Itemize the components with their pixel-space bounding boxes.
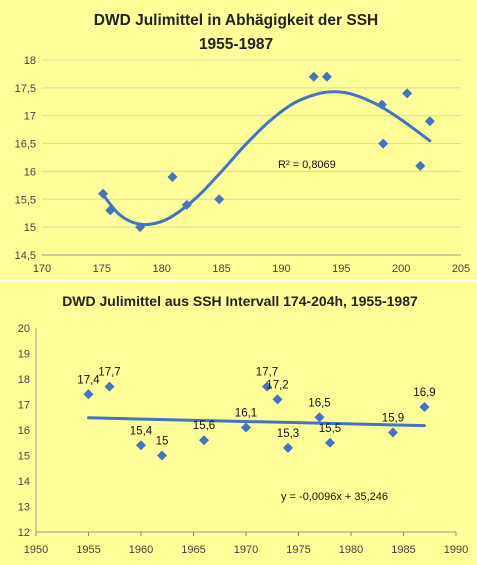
x-tick-label: 170 [33,263,51,275]
data-point [98,188,109,199]
x-tick-label: 1975 [286,544,310,556]
y-tick-label: 17 [18,400,30,412]
data-label: 16,1 [235,407,257,419]
y-tick-label: 15 [24,222,36,234]
chart-panel-ssh-dependency: DWD Julimittel in Abhägigkeit der SSH 19… [0,0,477,279]
y-tick-label: 17 [24,111,36,123]
data-point [105,205,116,216]
y-tick-label: 15,5 [15,194,36,206]
data-point [214,194,225,205]
data-point [415,160,426,171]
x-tick-label: 1990 [444,544,468,556]
y-tick-label: 12 [18,527,30,539]
data-point [314,412,325,423]
data-label: 15,6 [193,420,215,432]
chart-title: DWD Julimittel aus SSH Intervall 174-204… [62,293,418,309]
x-tick-label: 1965 [181,544,205,556]
data-label: 16,9 [413,387,435,399]
data-point [157,450,167,461]
data-label: 17,7 [98,367,120,379]
trendline [87,416,426,428]
data-label: 17,4 [77,374,100,386]
x-tick-label: 1970 [234,544,258,556]
y-tick-label: 18 [18,374,30,386]
data-point [378,138,389,149]
chart-subtitle: 1955-1987 [199,36,273,53]
y-tick-label: 14,5 [15,250,36,262]
x-tick-label: 1950 [24,544,48,556]
x-tick-label: 1960 [129,544,153,556]
x-tick-label: 200 [392,263,410,275]
data-label: 15,3 [277,428,299,440]
y-tick-label: 19 [18,349,30,361]
trendline-equation: y = -0,0096x + 35,246 [281,491,388,503]
y-tick-label: 17,5 [15,83,36,95]
r-squared-annotation: R² = 0,8069 [278,159,336,171]
trendline [101,90,432,227]
x-tick-label: 175 [93,263,111,275]
data-point [135,222,146,233]
y-tick-label: 18 [24,55,36,67]
data-point [419,402,430,413]
data-label: 15,5 [319,423,341,435]
data-label: 15,9 [382,413,404,425]
data-label: 16,5 [308,397,330,409]
x-tick-label: 190 [272,263,290,275]
data-point [388,427,398,438]
data-point [321,71,332,82]
x-tick-label: 195 [332,263,350,275]
y-tick-label: 20 [18,323,30,335]
data-point [262,381,272,392]
y-tick-label: 15 [18,451,30,463]
data-label: 15 [156,436,169,448]
chart-title: DWD Julimittel in Abhägigkeit der SSH [94,12,378,29]
data-point [283,442,293,453]
y-tick-label: 16 [24,166,36,178]
x-tick-label: 205 [452,263,470,275]
data-point [402,88,413,99]
y-tick-label: 13 [18,502,30,514]
x-tick-label: 1980 [339,544,363,556]
data-point [325,437,335,448]
x-tick-label: 185 [212,263,230,275]
chart-ssh-dependency: DWD Julimittel in Abhägigkeit der SSH 19… [15,12,471,275]
x-tick-label: 180 [153,263,171,275]
chart-panel-interval: DWD Julimittel aus SSH Intervall 174-204… [0,282,477,565]
data-label: 17,7 [256,367,278,379]
data-point [272,394,283,405]
data-point [167,172,178,182]
y-tick-label: 14 [18,476,30,488]
chart-interval-1955-1987: DWD Julimittel aus SSH Intervall 174-204… [18,293,468,556]
data-point [424,116,435,127]
data-point [181,199,192,210]
data-point [376,99,387,110]
data-label: 17,2 [266,379,288,391]
data-point [104,381,115,392]
data-point [136,440,146,451]
x-tick-label: 1985 [391,544,415,556]
data-point [308,71,319,82]
y-tick-label: 16 [18,425,30,437]
data-point [199,435,209,446]
y-tick-label: 16,5 [15,139,36,151]
data-label: 15,4 [130,425,153,437]
data-point [241,422,251,433]
data-point [83,389,94,400]
x-tick-label: 1955 [76,544,100,556]
